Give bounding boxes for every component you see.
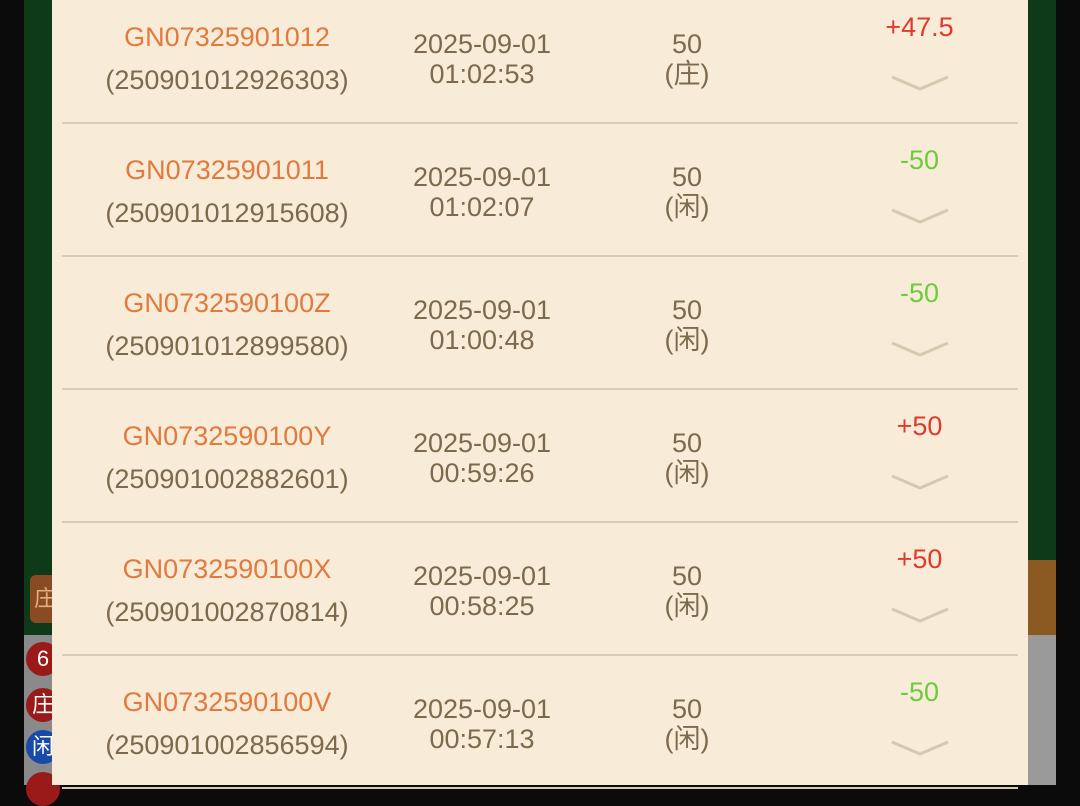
bet-date: 2025-09-01 — [412, 694, 552, 724]
bet-side: (闲) — [664, 724, 710, 754]
bet-amount: 50 — [671, 295, 703, 325]
bet-side: (庄) — [664, 59, 710, 89]
win-loss-result: -50 — [899, 145, 940, 175]
game-id-cell: GN0732590100V (250901002856594) — [62, 687, 392, 760]
bet-time: 01:00:48 — [429, 325, 535, 355]
chevron-down-icon[interactable] — [890, 472, 950, 492]
bet-id: (250901012899580) — [105, 331, 349, 361]
win-loss-result: -50 — [899, 278, 940, 308]
bet-side: (闲) — [664, 591, 710, 621]
bet-time: 00:57:13 — [429, 724, 535, 754]
bet-history-panel[interactable]: GN07325901012 (250901012926303) 2025-09-… — [52, 0, 1028, 789]
bet-amount-cell: 50 (闲) — [622, 295, 752, 355]
game-id: GN07325901011 — [125, 155, 329, 185]
bet-record-row[interactable]: GN07325901011 (250901012915608) 2025-09-… — [62, 122, 1018, 257]
bet-amount-cell: 50 (闲) — [622, 694, 752, 754]
bet-side: (闲) — [664, 458, 710, 488]
bet-amount: 50 — [671, 428, 703, 458]
bet-time: 00:59:26 — [429, 458, 535, 488]
bet-amount: 50 — [671, 29, 703, 59]
bet-date: 2025-09-01 — [412, 162, 552, 192]
bet-amount-cell: 50 (闲) — [622, 561, 752, 621]
chevron-down-icon[interactable] — [890, 605, 950, 625]
game-id-cell: GN0732590100X (250901002870814) — [62, 554, 392, 627]
bet-time: 00:58:25 — [429, 591, 535, 621]
bet-date: 2025-09-01 — [412, 295, 552, 325]
game-id: GN0732590100Z — [123, 288, 331, 318]
game-id-cell: GN07325901012 (250901012926303) — [62, 22, 392, 95]
bet-id: (250901002856594) — [105, 730, 349, 760]
bet-date: 2025-09-01 — [412, 561, 552, 591]
bet-time-cell: 2025-09-01 01:02:07 — [392, 162, 572, 222]
win-loss-result: -50 — [899, 677, 940, 707]
bet-amount: 50 — [671, 694, 703, 724]
bet-amount-cell: 50 (庄) — [622, 29, 752, 89]
bet-time-cell: 2025-09-01 01:02:53 — [392, 29, 572, 89]
bet-record-row[interactable]: GN0732590100Z (250901012899580) 2025-09-… — [62, 255, 1018, 390]
game-id: GN0732590100X — [122, 554, 332, 584]
game-id: GN0732590100Y — [122, 421, 332, 451]
win-loss-result: +47.5 — [885, 12, 954, 42]
bet-amount: 50 — [671, 162, 703, 192]
bet-id: (250901012915608) — [105, 198, 349, 228]
bet-id: (250901012926303) — [105, 65, 349, 95]
game-id: GN07325901012 — [124, 22, 330, 52]
bet-amount-cell: 50 (闲) — [622, 162, 752, 222]
bet-record-row[interactable]: GN0732590100Y (250901002882601) 2025-09-… — [62, 388, 1018, 523]
bet-side: (闲) — [664, 192, 710, 222]
bet-record-row[interactable]: GN07325901012 (250901012926303) 2025-09-… — [62, 0, 1018, 124]
bet-record-row[interactable]: GN0732590100X (250901002870814) 2025-09-… — [62, 521, 1018, 656]
bet-date: 2025-09-01 — [412, 29, 552, 59]
bet-time-cell: 2025-09-01 00:59:26 — [392, 428, 572, 488]
bet-time-cell: 2025-09-01 01:00:48 — [392, 295, 572, 355]
bet-id: (250901002870814) — [105, 597, 349, 627]
win-loss-result: +50 — [896, 544, 943, 574]
bet-amount: 50 — [671, 561, 703, 591]
chevron-down-icon[interactable] — [890, 339, 950, 359]
chevron-down-icon[interactable] — [890, 73, 950, 93]
bet-side: (闲) — [664, 325, 710, 355]
chevron-down-icon[interactable] — [890, 206, 950, 226]
bet-date: 2025-09-01 — [412, 428, 552, 458]
bet-record-row[interactable]: GN0732590100V (250901002856594) 2025-09-… — [62, 654, 1018, 789]
game-id-cell: GN0732590100Z (250901012899580) — [62, 288, 392, 361]
bet-time: 01:02:53 — [429, 59, 535, 89]
bet-time: 01:02:07 — [429, 192, 535, 222]
bet-amount-cell: 50 (闲) — [622, 428, 752, 488]
game-id: GN0732590100V — [122, 687, 332, 717]
bet-id: (250901002882601) — [105, 464, 349, 494]
bet-time-cell: 2025-09-01 00:58:25 — [392, 561, 572, 621]
game-id-cell: GN07325901011 (250901012915608) — [62, 155, 392, 228]
bet-time-cell: 2025-09-01 00:57:13 — [392, 694, 572, 754]
game-id-cell: GN0732590100Y (250901002882601) — [62, 421, 392, 494]
win-loss-result: +50 — [896, 411, 943, 441]
chevron-down-icon[interactable] — [890, 738, 950, 758]
